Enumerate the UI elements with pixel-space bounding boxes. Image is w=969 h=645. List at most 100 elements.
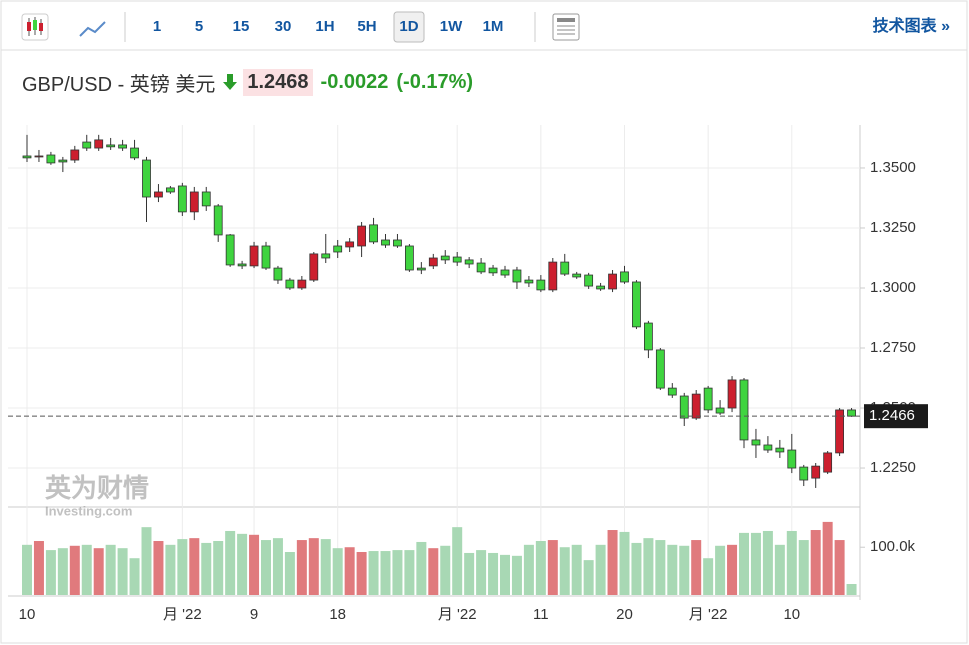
volume-bar — [129, 558, 140, 595]
volume-bar — [356, 552, 367, 595]
volume-bar — [69, 545, 80, 595]
candle-body — [249, 245, 259, 267]
candle-body — [440, 255, 450, 261]
candle-body — [22, 155, 32, 159]
volume-bar — [177, 539, 188, 595]
volume-bar — [45, 550, 56, 595]
interval-button[interactable]: 30 — [275, 18, 292, 35]
candle-body — [58, 159, 68, 163]
symbol: GBP/USD - 英镑 美元 — [22, 73, 216, 96]
y-tick-label: 1.3500 — [870, 159, 916, 176]
volume-bar — [296, 540, 307, 595]
y-tick-label: 1.2250 — [870, 459, 916, 476]
volume-bar — [703, 558, 714, 595]
price: 1.2468 — [243, 68, 313, 96]
down-arrow — [223, 74, 238, 90]
interval-button[interactable]: 5H — [357, 18, 376, 35]
candle-body — [560, 261, 570, 275]
x-tick-label: 11 — [533, 606, 549, 623]
volume-bar — [607, 530, 618, 595]
candle-body — [584, 274, 594, 287]
line-icon[interactable] — [79, 21, 106, 37]
change-percent: (-0.17%) — [396, 70, 474, 93]
candle-body — [644, 322, 653, 351]
candle-body — [691, 393, 701, 419]
volume-bar — [320, 539, 331, 595]
candle-body — [512, 269, 522, 283]
candle-body — [261, 245, 271, 269]
candle-body — [632, 281, 641, 328]
candle-body — [369, 224, 378, 243]
volume-bar — [643, 538, 654, 595]
candle-body — [811, 465, 821, 479]
volume-bar — [165, 544, 176, 595]
candle-body — [333, 245, 343, 253]
interval-button[interactable]: 1D — [399, 18, 418, 35]
interval-button[interactable]: 1 — [153, 18, 161, 35]
volume-bar — [93, 548, 104, 595]
table-icon[interactable] — [552, 13, 580, 41]
x-tick-label: 18 — [329, 606, 346, 623]
volume-bar — [511, 555, 522, 595]
volume-bar — [308, 538, 319, 595]
candle-body — [548, 261, 558, 291]
candle-body — [225, 234, 235, 266]
last-price-label: 1.2466 — [869, 407, 915, 424]
watermark: 英为财情 — [45, 473, 149, 503]
volume-bar — [81, 544, 92, 595]
selected-interval — [393, 11, 425, 43]
volume-bar — [691, 540, 702, 595]
volume-tick-label: 100.0k — [870, 538, 916, 555]
interval-button[interactable]: 5 — [195, 18, 203, 35]
volume-bar — [153, 541, 164, 595]
candle-body — [189, 191, 199, 213]
volume-bar — [57, 548, 68, 595]
volume-bar — [332, 548, 343, 595]
candle-body — [404, 245, 414, 271]
candle-body — [428, 257, 438, 267]
volume-bar — [727, 544, 738, 595]
volume-bar — [189, 538, 200, 595]
volume-bar — [416, 541, 427, 595]
candle-body — [464, 259, 474, 265]
candle-body — [524, 279, 534, 284]
candle-body — [787, 449, 797, 469]
technical-chart-link[interactable]: 技术图表 » — [873, 16, 950, 35]
x-tick-label: 月 '22 — [438, 606, 477, 623]
candle-body — [165, 187, 175, 193]
interval-button[interactable]: 1H — [315, 18, 334, 35]
volume-bar — [571, 544, 582, 595]
candle-icon[interactable] — [21, 13, 49, 41]
volume-bar — [392, 550, 403, 595]
volume-bar — [631, 542, 642, 595]
candle-body — [739, 379, 749, 441]
candle-body — [763, 444, 773, 451]
candle-body — [679, 395, 689, 419]
candle-body — [536, 279, 546, 291]
candle-body — [381, 239, 390, 246]
candle-body — [835, 409, 844, 454]
candle-body — [608, 273, 617, 290]
candle-body — [273, 267, 283, 281]
candle-body — [154, 191, 163, 198]
volume-bar — [846, 584, 857, 595]
volume-bar — [488, 552, 499, 595]
volume-bar — [261, 540, 271, 595]
candle-body — [142, 159, 151, 198]
candle-body — [70, 149, 80, 161]
candle-body — [118, 144, 127, 149]
volume-bar — [679, 545, 690, 595]
volume-bar — [213, 541, 224, 595]
interval-button[interactable]: 1W — [440, 18, 463, 35]
volume-bar — [547, 540, 558, 595]
candle-body — [357, 225, 367, 247]
volume-bar — [798, 540, 809, 595]
volume-bar — [452, 527, 463, 595]
interval-button[interactable]: 1M — [483, 18, 504, 35]
interval-button[interactable]: 15 — [233, 18, 250, 35]
volume-bar — [117, 548, 128, 595]
candle-body — [213, 205, 223, 236]
candle-body — [715, 407, 725, 414]
volume-bar — [822, 521, 833, 595]
